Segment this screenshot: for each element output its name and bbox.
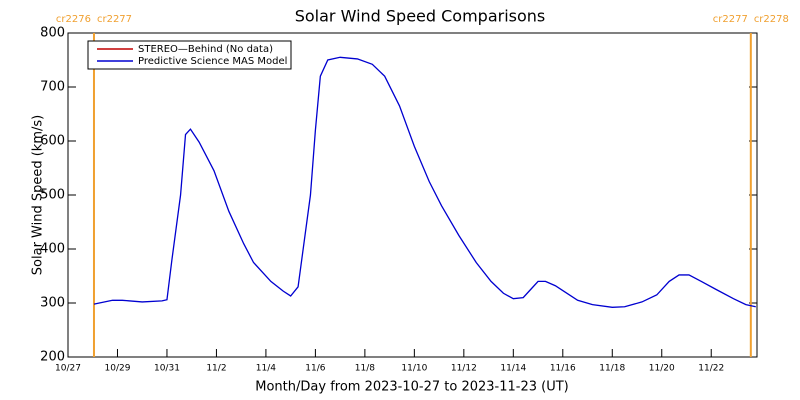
y-tick-label: 700	[40, 80, 65, 95]
legend-label: Predictive Science MAS Model	[138, 56, 287, 67]
rotation-label: cr2277	[713, 14, 748, 25]
x-tick-label: 11/10	[401, 364, 427, 374]
x-tick-label: 11/4	[256, 364, 276, 374]
x-tick-label: 11/16	[550, 364, 576, 374]
rotation-label: cr2276	[56, 14, 91, 25]
x-tick-label: 11/8	[355, 364, 375, 374]
x-tick-label: 11/12	[451, 364, 477, 374]
x-tick-label: 10/27	[55, 364, 81, 374]
legend-label: STEREO—Behind (No data)	[138, 44, 273, 55]
y-tick-label: 800	[40, 26, 65, 41]
y-tick-label: 200	[40, 350, 65, 365]
plot-frame	[67, 32, 758, 358]
series-line	[93, 56, 756, 308]
rotation-label: cr2278	[754, 14, 789, 25]
legend-box	[87, 40, 292, 70]
x-tick-label: 10/31	[154, 364, 180, 374]
x-tick-label: 11/14	[500, 364, 526, 374]
y-tick-label: 400	[40, 242, 65, 257]
x-axis-label: Month/Day from 2023-10-27 to 2023-11-23 …	[255, 380, 568, 395]
x-tick-label: 11/22	[698, 364, 724, 374]
x-tick-label: 10/29	[105, 364, 131, 374]
y-tick-label: 600	[40, 134, 65, 149]
y-tick-label: 300	[40, 296, 65, 311]
rotation-label: cr2277	[97, 14, 132, 25]
x-tick-label: 11/2	[206, 364, 226, 374]
y-axis-label: Solar Wind Speed (km/s)	[31, 115, 46, 275]
x-tick-label: 11/6	[305, 364, 325, 374]
x-tick-label: 11/18	[599, 364, 625, 374]
chart-title: Solar Wind Speed Comparisons	[295, 7, 546, 26]
y-tick-label: 500	[40, 188, 65, 203]
x-tick-label: 11/20	[649, 364, 675, 374]
